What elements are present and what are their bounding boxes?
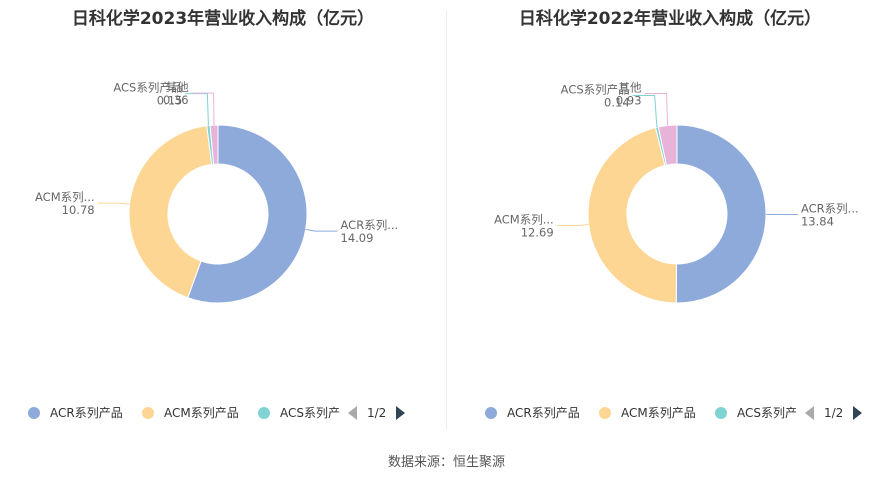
slice-name-label: 其他	[166, 80, 189, 94]
slice-name-label: ACR系列...	[801, 201, 859, 215]
slice-name-label: ACS系列产品	[113, 81, 182, 95]
legend-prev-arrow-icon[interactable]	[348, 406, 357, 420]
slice-value-label: 14.09	[341, 231, 374, 245]
legend-label: ACS系列产	[737, 406, 797, 420]
legend-label: ACR系列产品	[50, 406, 123, 420]
slice-value-label: 0.15	[157, 94, 183, 108]
legend-color-dot	[599, 407, 611, 419]
pie-slice[interactable]	[675, 124, 767, 304]
legend-item-acs[interactable]: ACS系列产	[258, 402, 342, 424]
legend-page-indicator: 1/2	[367, 406, 387, 420]
donut-chart-2022: ACR系列...13.84 ACM系列...12.69 ACS系列产品0.14其他0…	[494, 81, 859, 304]
slice-value-label: 0.93	[616, 94, 642, 108]
slice-value-label: 0.14	[604, 96, 630, 110]
slice-name-label: ACM系列...	[35, 190, 95, 204]
chart-panel-2022: 日科化学2022年营业收入构成（亿元） ACR系列... 13.84 ACM系列..…	[447, 0, 893, 440]
legend-pager: 1/2	[348, 402, 406, 424]
legend-item-acr[interactable]: ACR系列产品	[28, 402, 138, 424]
legend-color-dot	[715, 407, 727, 419]
legend-color-dot	[258, 407, 270, 419]
legend-color-dot	[142, 407, 154, 419]
legend-label: ACM系列产品	[164, 406, 239, 420]
chart-title: 日科化学2022年营业收入构成（亿元）	[518, 9, 822, 29]
data-source-note: 数据来源：恒生聚源	[387, 455, 505, 470]
legend-item-acs[interactable]: ACS系列产	[715, 402, 799, 424]
label-leader-line	[644, 93, 669, 126]
chart-legend: ACR系列产品 ACM系列产品 ACS系列产 1/2	[447, 402, 893, 424]
legend-pager: 1/2	[805, 402, 863, 424]
legend-color-dot	[485, 407, 497, 419]
slice-name-label: ACR系列...	[341, 218, 399, 232]
legend-prev-arrow-icon[interactable]	[805, 406, 814, 420]
legend-label: ACR系列产品	[507, 406, 580, 420]
legend-item-acm[interactable]: ACM系列产品	[142, 402, 254, 424]
slice-name-label: 其他	[619, 81, 642, 95]
panel-divider	[446, 10, 447, 430]
legend-next-arrow-icon[interactable]	[396, 406, 406, 420]
pie-slice[interactable]	[209, 124, 219, 165]
legend-label: ACS系列产	[280, 406, 340, 420]
chart-title: 日科化学2023年营业收入构成（亿元）	[71, 9, 375, 29]
label-leader-line	[185, 93, 209, 126]
slice-value-label: 10.78	[62, 203, 95, 217]
slice-name-label: ACS系列产品	[561, 83, 630, 97]
pie-slice[interactable]	[657, 124, 678, 166]
slice-value-label: 12.69	[521, 226, 554, 240]
label-leader-line	[305, 228, 338, 232]
pie-slice[interactable]	[587, 127, 678, 304]
legend-label: ACM系列产品	[621, 406, 696, 420]
legend-item-acm[interactable]: ACM系列产品	[599, 402, 711, 424]
label-leader-line	[191, 92, 215, 126]
donut-chart-2023: ACR系列...14.09 ACM系列...10.78 ACS系列产品0.15其他0…	[35, 80, 399, 304]
pie-slice[interactable]	[187, 124, 308, 304]
slice-value-label: 0.36	[163, 93, 189, 107]
label-leader-line	[632, 95, 658, 128]
chart-panel-2023: 日科化学2023年营业收入构成（亿元） ACR系列... 14.09 ACM系列..…	[0, 0, 446, 440]
legend-next-arrow-icon[interactable]	[853, 406, 863, 420]
legend-item-acr[interactable]: ACR系列产品	[485, 402, 595, 424]
label-leader-line	[97, 202, 130, 205]
label-leader-line	[556, 223, 589, 227]
legend-color-dot	[28, 407, 40, 419]
slice-name-label: ACM系列...	[494, 213, 554, 227]
legend-page-indicator: 1/2	[824, 406, 844, 420]
pie-slice[interactable]	[128, 125, 213, 299]
slice-value-label: 13.84	[801, 214, 834, 228]
chart-legend: ACR系列产品 ACM系列产品 ACS系列产 1/2	[0, 402, 446, 424]
